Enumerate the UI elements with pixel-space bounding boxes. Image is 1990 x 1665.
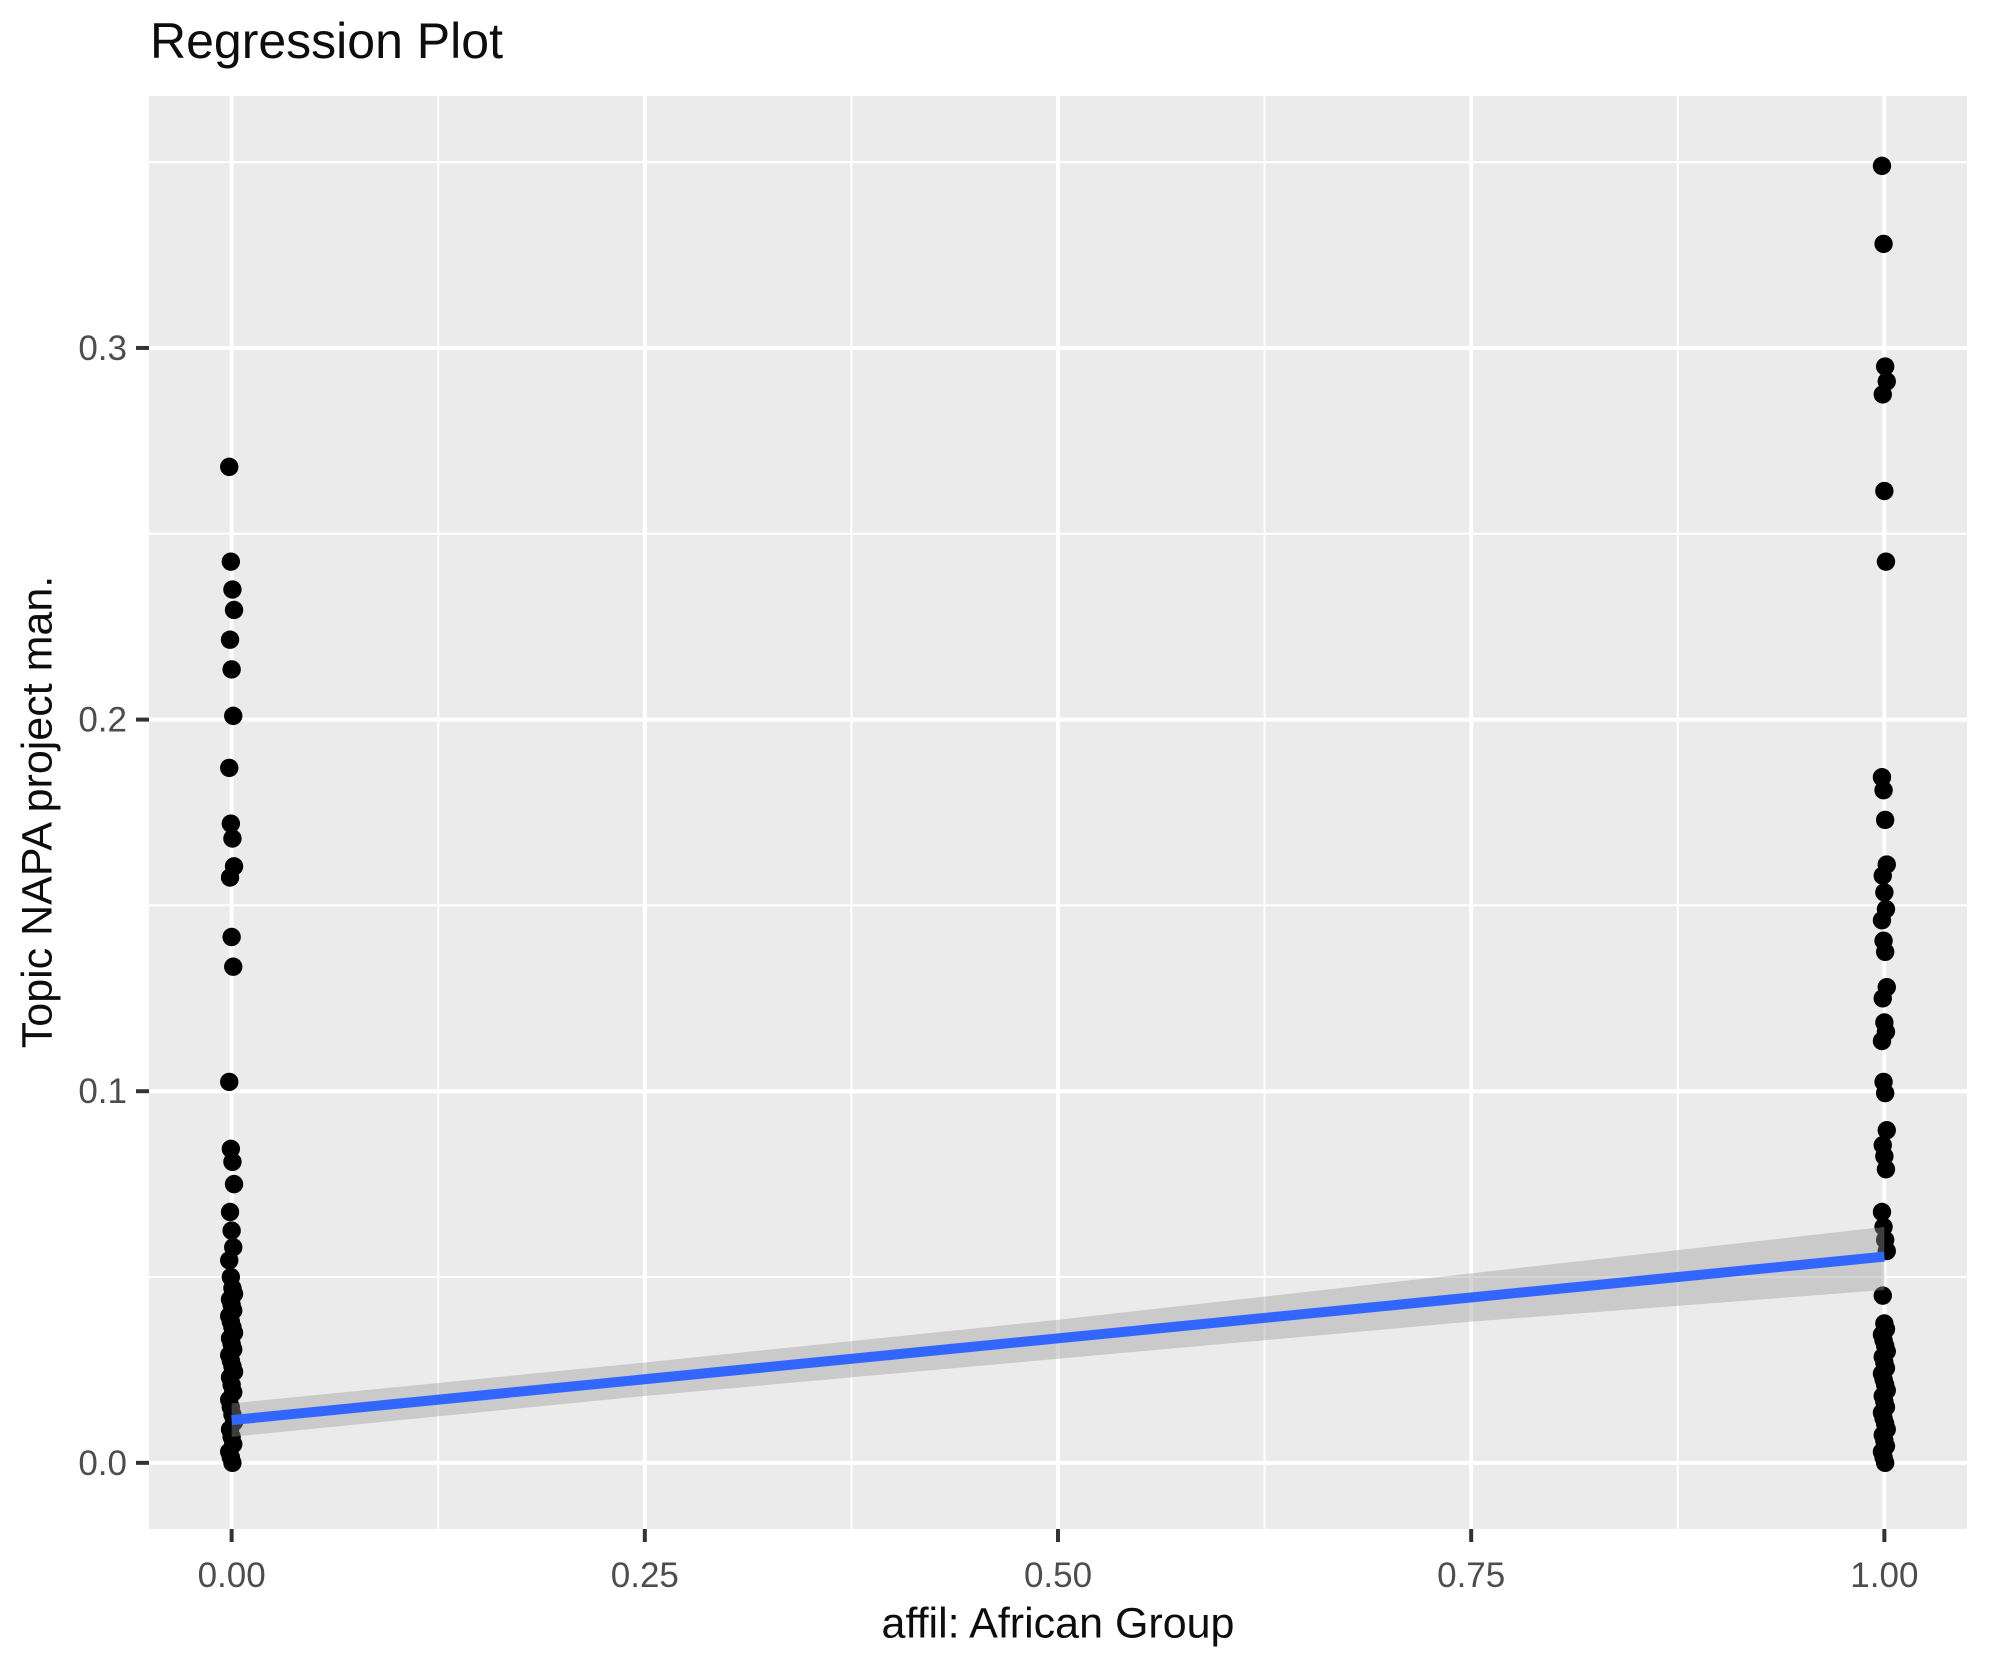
data-point bbox=[1874, 234, 1893, 254]
x-tick-label: 0.25 bbox=[611, 1556, 679, 1595]
data-point bbox=[224, 706, 243, 726]
data-point bbox=[1875, 481, 1894, 501]
y-tick-label: 0.1 bbox=[78, 1072, 127, 1111]
data-point bbox=[223, 1453, 242, 1473]
data-point bbox=[220, 630, 240, 649]
data-point bbox=[1873, 989, 1892, 1008]
data-point bbox=[223, 829, 242, 848]
x-tick-label: 0.00 bbox=[198, 1556, 266, 1595]
data-point bbox=[1875, 942, 1895, 962]
data-point bbox=[1875, 1083, 1895, 1103]
data-point bbox=[223, 580, 242, 599]
data-point bbox=[1873, 1286, 1892, 1305]
data-point bbox=[222, 1221, 241, 1240]
data-point bbox=[222, 927, 241, 947]
data-point bbox=[1876, 1160, 1896, 1179]
y-axis-title: Topic NAPA project man. bbox=[13, 575, 62, 1049]
data-point bbox=[224, 600, 244, 620]
data-point bbox=[222, 660, 241, 679]
y-tick-label: 0.3 bbox=[78, 329, 127, 368]
x-axis-title: affil: African Group bbox=[881, 1599, 1235, 1648]
data-point bbox=[1877, 1121, 1896, 1140]
x-tick-label: 0.50 bbox=[1024, 1556, 1092, 1595]
data-point bbox=[1873, 385, 1892, 404]
data-point bbox=[1875, 1453, 1895, 1473]
y-tick-label: 0.2 bbox=[78, 701, 127, 740]
plot-title: Regression Plot bbox=[150, 13, 503, 69]
x-tick-label: 1.00 bbox=[1850, 1556, 1918, 1595]
data-point bbox=[1872, 1202, 1892, 1222]
regression-line bbox=[231, 1251, 1885, 1426]
data-point bbox=[1874, 781, 1893, 800]
data-point bbox=[1876, 552, 1896, 571]
data-point bbox=[1875, 883, 1894, 902]
data-point bbox=[1875, 357, 1895, 376]
data-point bbox=[1872, 911, 1892, 930]
confidence-band bbox=[231, 1226, 1885, 1437]
y-tick-label: 0.0 bbox=[78, 1444, 127, 1483]
data-point bbox=[220, 457, 239, 477]
data-point bbox=[221, 552, 241, 571]
x-tick-label: 0.75 bbox=[1437, 1556, 1505, 1595]
data-point bbox=[1872, 1031, 1892, 1051]
data-point bbox=[1872, 156, 1892, 176]
data-point bbox=[1873, 866, 1892, 885]
data-point bbox=[224, 957, 243, 976]
data-point bbox=[223, 1152, 242, 1172]
data-point bbox=[220, 758, 239, 778]
data-point bbox=[220, 1072, 239, 1092]
data-point bbox=[224, 1174, 244, 1194]
data-point bbox=[1875, 810, 1895, 830]
data-point bbox=[220, 868, 240, 887]
data-point bbox=[220, 1251, 239, 1270]
data-point bbox=[221, 814, 241, 833]
data-point bbox=[220, 1202, 240, 1222]
